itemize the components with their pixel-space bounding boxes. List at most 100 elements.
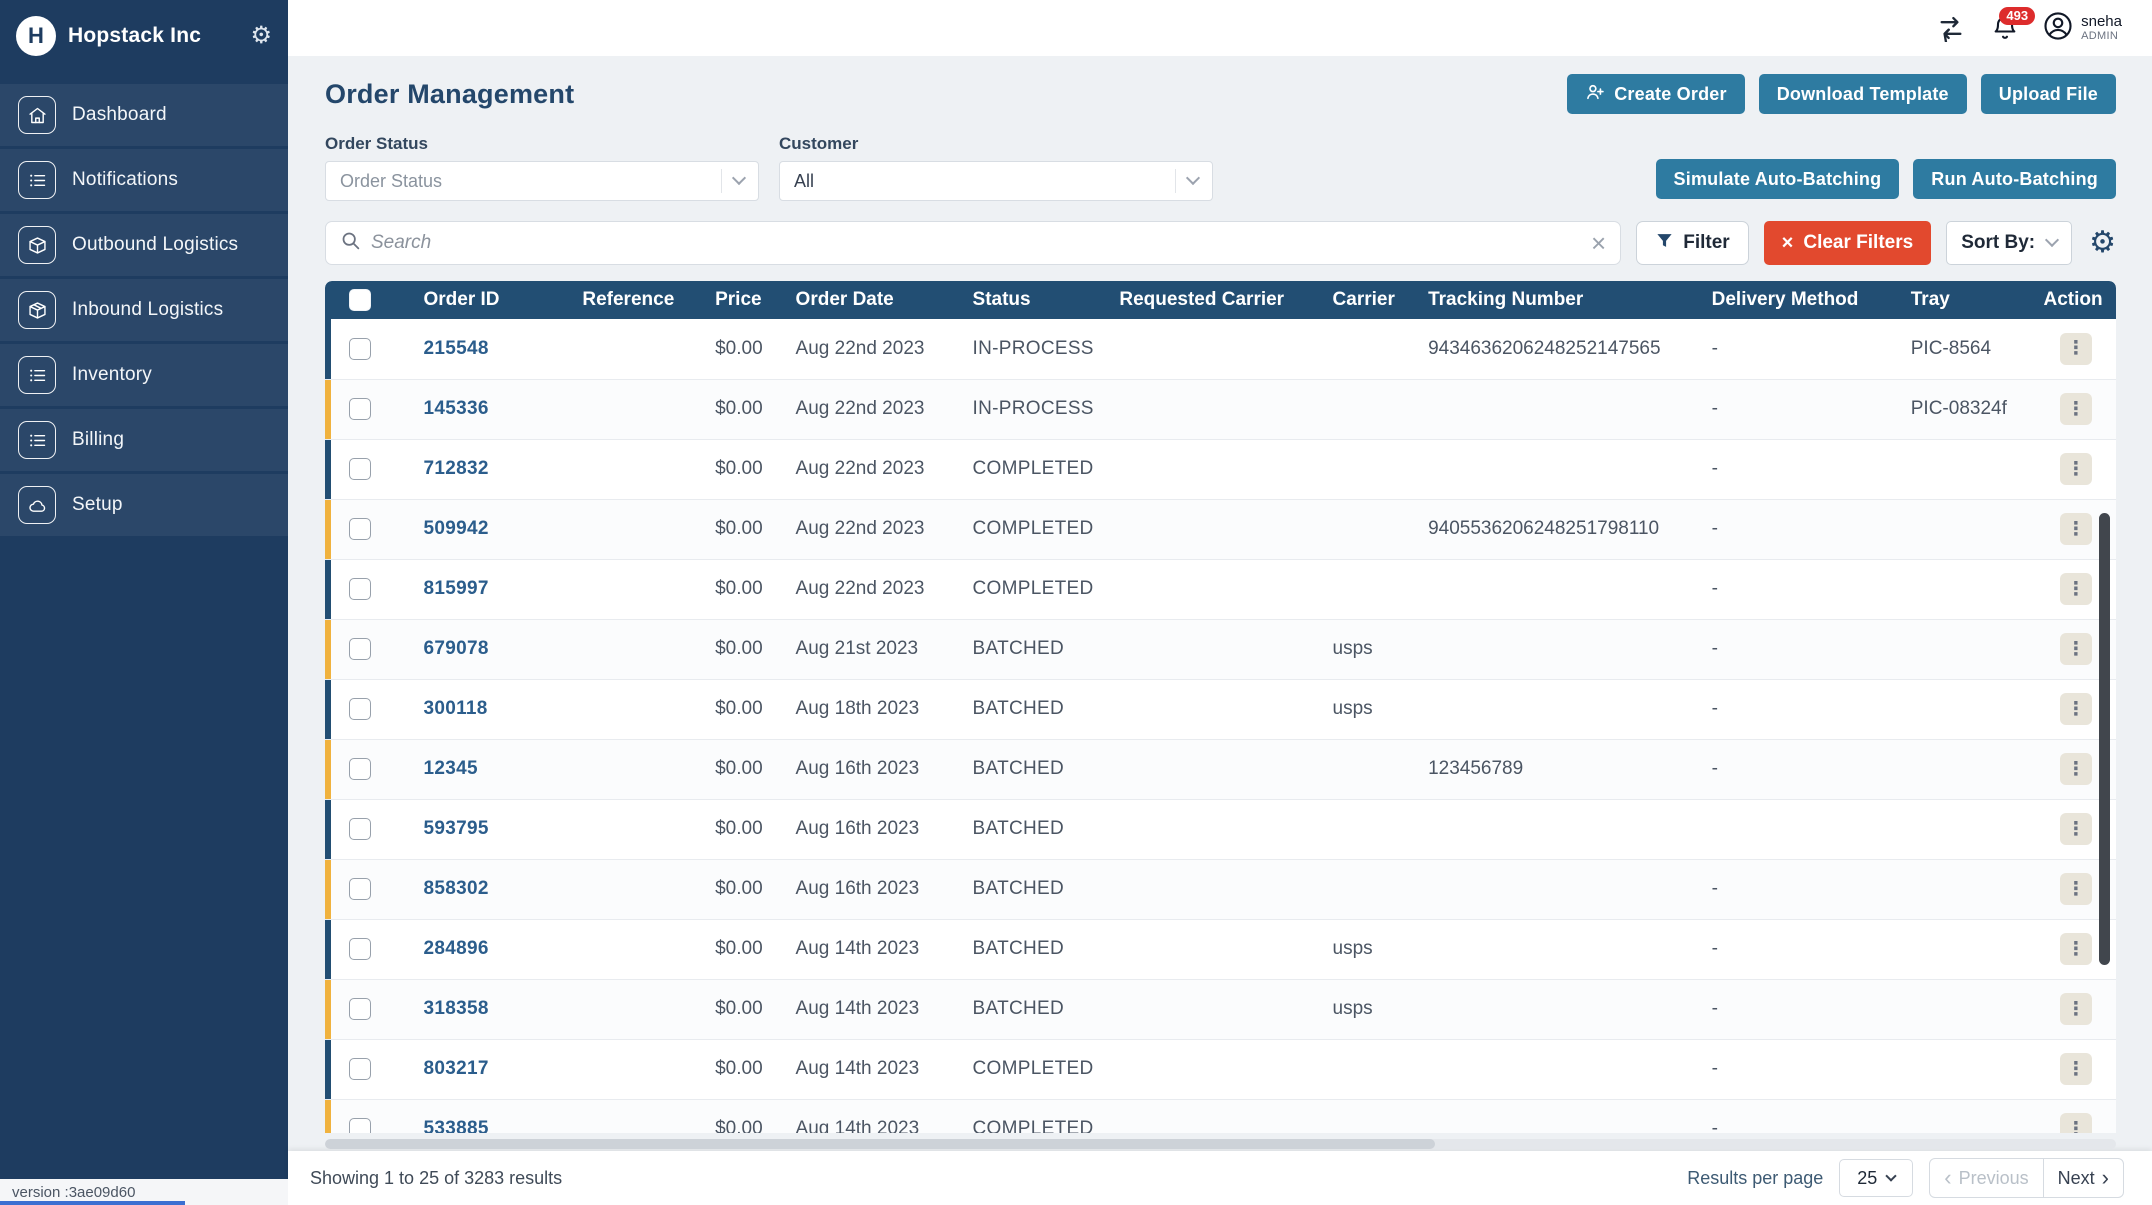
select-all-checkbox[interactable]: [349, 288, 371, 311]
reference-cell: [574, 979, 708, 1040]
row-accent: [325, 919, 331, 978]
page-size-select[interactable]: 25: [1839, 1159, 1914, 1197]
row-actions-button[interactable]: ⋮: [2059, 693, 2092, 725]
row-actions-button[interactable]: ⋮: [2059, 453, 2092, 485]
row-checkbox[interactable]: [349, 997, 371, 1020]
order-id-link[interactable]: 300118: [423, 698, 488, 719]
row-actions-button[interactable]: ⋮: [2059, 633, 2092, 665]
order-id-link[interactable]: 215548: [423, 337, 489, 359]
order-id-link[interactable]: 12345: [423, 758, 478, 779]
order-id-link[interactable]: 858302: [423, 878, 489, 899]
vertical-scrollbar[interactable]: [2099, 513, 2110, 965]
row-actions-button[interactable]: ⋮: [2059, 393, 2092, 425]
order-id-link[interactable]: 145336: [423, 398, 489, 419]
order-id-link[interactable]: 284896: [423, 938, 489, 959]
search-input[interactable]: [371, 232, 1582, 254]
sidebar-item-setup[interactable]: Setup: [0, 474, 288, 536]
results-summary: Showing 1 to 25 of 3283 results: [310, 1167, 563, 1188]
row-actions-button[interactable]: ⋮: [2059, 993, 2092, 1025]
sidebar-item-inventory[interactable]: Inventory: [0, 344, 288, 406]
previous-page-button[interactable]: ‹ Previous: [1929, 1158, 2044, 1198]
carrier-cell: [1324, 1039, 1421, 1100]
user-menu[interactable]: sneha ADMIN: [2043, 11, 2122, 46]
create-order-button[interactable]: Create Order: [1567, 74, 1745, 114]
sort-by-button[interactable]: Sort By:: [1946, 221, 2073, 265]
column-header-status[interactable]: Status: [964, 281, 1112, 319]
simulate-auto-batching-button[interactable]: Simulate Auto-Batching: [1655, 159, 1900, 199]
order-id-link[interactable]: 679078: [423, 638, 489, 659]
row-checkbox[interactable]: [349, 1057, 371, 1080]
row-actions-button[interactable]: ⋮: [2059, 513, 2092, 545]
customer-select[interactable]: All: [779, 161, 1213, 201]
row-checkbox[interactable]: [349, 517, 371, 540]
horizontal-scrollbar-thumb[interactable]: [325, 1139, 1436, 1149]
page-title: Order Management: [325, 78, 575, 109]
order-id-link[interactable]: 593795: [423, 818, 489, 839]
order-id-link[interactable]: 803217: [423, 1058, 489, 1079]
download-template-button[interactable]: Download Template: [1758, 74, 1967, 114]
row-checkbox[interactable]: [349, 337, 371, 360]
carrier-cell: [1324, 1099, 1421, 1133]
tracking-number-cell: [1420, 799, 1704, 860]
row-checkbox[interactable]: [349, 877, 371, 900]
order-status-select[interactable]: Order Status: [325, 161, 759, 201]
row-actions-button[interactable]: ⋮: [2059, 332, 2092, 365]
row-actions-button[interactable]: ⋮: [2059, 1113, 2092, 1133]
row-actions-button[interactable]: ⋮: [2059, 873, 2092, 905]
column-header-price[interactable]: Price: [707, 281, 788, 319]
column-header-requested-carrier[interactable]: Requested Carrier: [1111, 281, 1325, 319]
column-header-tracking-number[interactable]: Tracking Number: [1420, 281, 1704, 319]
price-cell: $0.00: [707, 379, 788, 440]
row-checkbox[interactable]: [349, 757, 371, 780]
row-actions-button[interactable]: ⋮: [2059, 813, 2092, 845]
upload-file-button[interactable]: Upload File: [1980, 74, 2116, 114]
notifications-bell-icon[interactable]: 493: [1989, 7, 2036, 44]
row-actions-button[interactable]: ⋮: [2059, 573, 2092, 605]
horizontal-scrollbar-track[interactable]: [325, 1139, 2116, 1149]
sidebar-item-outbound-logistics[interactable]: Outbound Logistics: [0, 214, 288, 276]
order-status-filter-label: Order Status: [325, 134, 428, 153]
row-actions-button[interactable]: ⋮: [2059, 933, 2092, 965]
transfer-arrows-icon[interactable]: [1935, 12, 1967, 44]
filter-button[interactable]: Filter: [1636, 221, 1749, 265]
row-checkbox[interactable]: [349, 397, 371, 420]
row-actions-button[interactable]: ⋮: [2059, 753, 2092, 785]
row-checkbox[interactable]: [349, 697, 371, 720]
column-header-reference[interactable]: Reference: [574, 281, 708, 319]
tracking-number-cell: [1420, 619, 1704, 680]
sidebar-item-inbound-logistics[interactable]: Inbound Logistics: [0, 279, 288, 341]
next-label: Next: [2057, 1167, 2095, 1188]
row-checkbox[interactable]: [349, 937, 371, 960]
order-id-link[interactable]: 712832: [423, 458, 489, 479]
order-id-link[interactable]: 509942: [423, 518, 489, 539]
tracking-number-cell: [1420, 1099, 1704, 1133]
column-header-tray[interactable]: Tray: [1902, 281, 2036, 319]
row-checkbox[interactable]: [349, 637, 371, 660]
column-header-carrier[interactable]: Carrier: [1324, 281, 1421, 319]
order-id-link[interactable]: 533885: [423, 1118, 489, 1133]
table-row: 318358 $0.00 Aug 14th 2023 BATCHED usps …: [325, 979, 2116, 1040]
run-auto-batching-button[interactable]: Run Auto-Batching: [1913, 159, 2116, 199]
column-header-delivery-method[interactable]: Delivery Method: [1703, 281, 1903, 319]
sidebar-settings-gear-icon[interactable]: ⚙: [250, 22, 272, 49]
row-checkbox[interactable]: [349, 457, 371, 480]
row-checkbox[interactable]: [349, 577, 371, 600]
row-checkbox[interactable]: [349, 817, 371, 840]
next-page-button[interactable]: Next ›: [2042, 1158, 2124, 1198]
order-date-cell: Aug 14th 2023: [787, 979, 965, 1040]
price-cell: $0.00: [707, 859, 788, 920]
row-actions-button[interactable]: ⋮: [2059, 1053, 2092, 1085]
sidebar-item-dashboard[interactable]: Dashboard: [0, 84, 288, 146]
clear-filters-button[interactable]: × Clear Filters: [1763, 221, 1932, 265]
search-clear-icon[interactable]: ×: [1591, 228, 1607, 258]
sidebar-item-notifications[interactable]: Notifications: [0, 149, 288, 211]
table-settings-gear-icon[interactable]: ⚙: [2089, 226, 2116, 259]
page-size-value: 25: [1857, 1167, 1878, 1188]
requested-carrier-cell: [1111, 859, 1325, 920]
order-id-link[interactable]: 815997: [423, 578, 489, 599]
order-id-link[interactable]: 318358: [423, 998, 489, 1019]
sidebar-item-billing[interactable]: Billing: [0, 409, 288, 471]
column-header-order-date[interactable]: Order Date: [787, 281, 965, 319]
column-header-order-id[interactable]: Order ID: [415, 281, 575, 319]
row-checkbox[interactable]: [349, 1117, 371, 1133]
